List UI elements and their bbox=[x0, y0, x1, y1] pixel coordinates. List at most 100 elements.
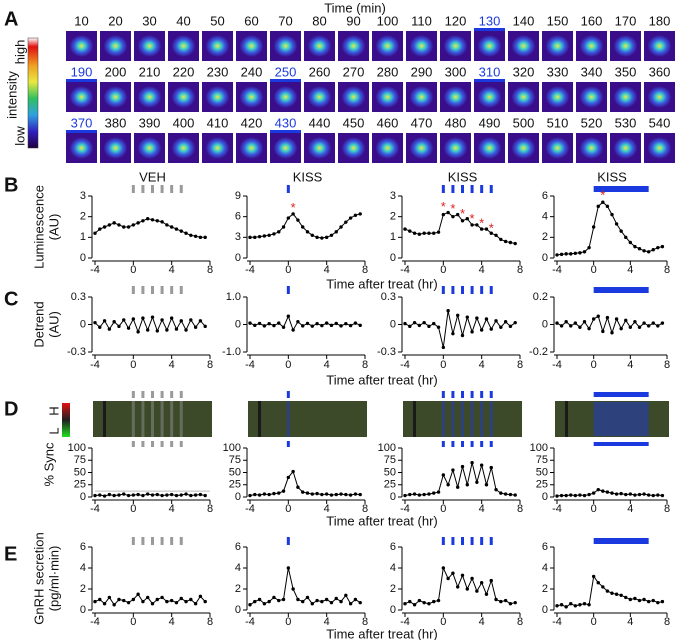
data-point bbox=[353, 492, 358, 496]
time-label: 190 bbox=[71, 64, 93, 79]
data-point bbox=[596, 487, 600, 492]
data-point bbox=[460, 333, 465, 338]
data-point bbox=[329, 493, 334, 497]
data-point bbox=[203, 235, 207, 240]
data-point bbox=[296, 597, 300, 602]
data-point bbox=[555, 253, 559, 257]
highlight-bar bbox=[474, 79, 505, 82]
time-label: 500 bbox=[513, 115, 535, 130]
treatment-marker bbox=[451, 185, 455, 193]
y-tick-label: 50 bbox=[229, 466, 241, 478]
data-point bbox=[358, 600, 362, 605]
treatment-marker bbox=[170, 537, 174, 545]
treatment-marker bbox=[141, 441, 145, 447]
data-point bbox=[633, 244, 637, 249]
x-tick-label: 0 bbox=[440, 503, 446, 515]
data-point bbox=[555, 494, 559, 498]
asterisk: * bbox=[479, 215, 484, 230]
treatment-marker bbox=[441, 185, 445, 193]
data-point bbox=[122, 318, 126, 322]
treatment-marker bbox=[141, 286, 145, 294]
data-point bbox=[262, 234, 267, 238]
asterisk: * bbox=[489, 221, 494, 236]
cell-signal bbox=[443, 137, 468, 159]
treatment-marker bbox=[151, 391, 154, 398]
cell-signal bbox=[103, 137, 128, 159]
time-label: 60 bbox=[244, 13, 258, 28]
data-point bbox=[334, 492, 338, 497]
data-point bbox=[564, 605, 568, 609]
data-point bbox=[432, 321, 436, 326]
data-point bbox=[203, 324, 207, 329]
treatment-marker bbox=[131, 286, 135, 294]
panel-label: C bbox=[4, 288, 18, 310]
data-point bbox=[291, 469, 295, 474]
data-point bbox=[315, 321, 319, 326]
y-tick-label: 0 bbox=[80, 491, 86, 503]
y-tick-label: 2 bbox=[390, 583, 396, 595]
data-point bbox=[465, 315, 469, 319]
x-tick-label: 0 bbox=[440, 359, 446, 371]
data-point bbox=[248, 321, 252, 325]
sync-strip bbox=[93, 401, 212, 437]
y-axis-label: GnRH secretion bbox=[31, 532, 46, 624]
data-point bbox=[605, 490, 610, 494]
treatment-marker bbox=[160, 185, 164, 193]
y-axis-label: (AU) bbox=[46, 214, 61, 241]
data-point bbox=[141, 316, 145, 320]
data-point bbox=[646, 324, 651, 328]
data-point bbox=[403, 493, 407, 498]
x-tick-label: -4 bbox=[245, 616, 255, 628]
y-tick-label: 6 bbox=[235, 541, 241, 553]
data-point bbox=[136, 330, 140, 334]
x-tick-label: 0 bbox=[285, 503, 291, 515]
sync-band bbox=[593, 402, 649, 436]
cell-signal bbox=[103, 35, 128, 57]
data-point bbox=[320, 492, 324, 497]
data-point bbox=[484, 592, 489, 596]
x-tick-label: 4 bbox=[324, 264, 330, 276]
data-point bbox=[651, 598, 655, 603]
y-tick-label: 6 bbox=[80, 541, 86, 553]
treatment-marker bbox=[160, 537, 164, 545]
data-point bbox=[569, 493, 573, 497]
y-tick-label: 0 bbox=[390, 491, 396, 503]
data-point bbox=[146, 217, 150, 221]
treatment-marker bbox=[489, 185, 493, 193]
data-line bbox=[249, 470, 361, 496]
y-tick-label: 4 bbox=[390, 562, 396, 574]
data-point bbox=[479, 463, 484, 467]
data-point bbox=[305, 230, 310, 234]
x-tick-label: 0 bbox=[130, 264, 136, 276]
y-tick-label: 50 bbox=[74, 466, 86, 478]
data-point bbox=[107, 492, 112, 497]
data-point bbox=[479, 581, 484, 585]
cell-signal bbox=[239, 86, 264, 108]
data-point bbox=[637, 598, 642, 603]
data-point bbox=[417, 493, 422, 497]
data-point bbox=[427, 231, 431, 235]
data-point bbox=[150, 493, 155, 497]
data-point bbox=[189, 493, 193, 498]
data-point bbox=[253, 323, 257, 328]
x-tick-label: -4 bbox=[552, 503, 562, 515]
data-point bbox=[587, 326, 591, 331]
data-point bbox=[122, 492, 126, 496]
cell-signal bbox=[477, 35, 502, 57]
treatment-marker bbox=[131, 441, 135, 447]
data-point bbox=[353, 213, 358, 217]
data-point bbox=[605, 204, 610, 209]
data-point bbox=[98, 325, 102, 329]
data-point bbox=[619, 593, 623, 597]
data-point bbox=[267, 599, 271, 604]
y-tick-label: 1 bbox=[390, 231, 396, 243]
cell-signal bbox=[205, 86, 230, 108]
treatment-marker bbox=[151, 185, 154, 193]
y-tick-label: 0 bbox=[80, 318, 86, 330]
data-point bbox=[117, 223, 121, 227]
time-label: 180 bbox=[649, 13, 671, 28]
treatment-marker bbox=[179, 185, 183, 193]
colorbar-low: low bbox=[12, 126, 27, 146]
data-point bbox=[272, 595, 276, 600]
treatment-marker bbox=[179, 391, 183, 398]
